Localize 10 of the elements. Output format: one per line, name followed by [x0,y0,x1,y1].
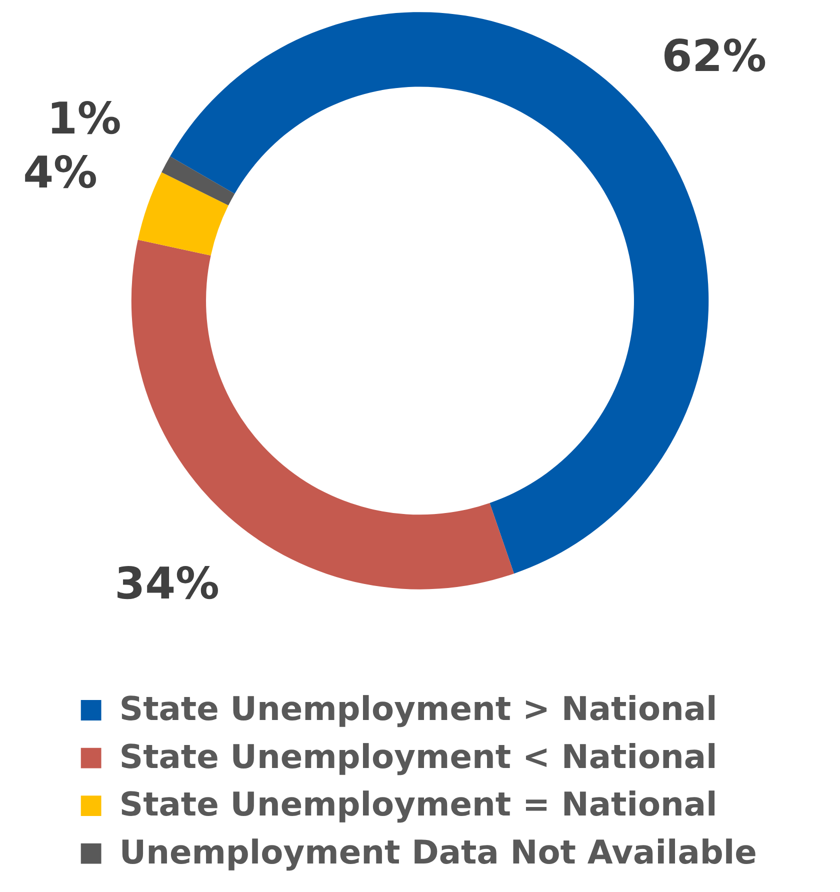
data-label: 62% [662,31,767,82]
legend-label: Unemployment Data Not Available [119,834,757,872]
data-label: 4% [23,148,98,199]
legend-label: State Unemployment < National [119,738,718,776]
donut-slice [162,156,235,206]
legend-label: State Unemployment > National [119,690,718,728]
donut-slice [138,172,228,256]
legend-label: State Unemployment = National [119,786,718,824]
data-label: 34% [114,558,220,610]
data-label: 1% [46,93,122,144]
